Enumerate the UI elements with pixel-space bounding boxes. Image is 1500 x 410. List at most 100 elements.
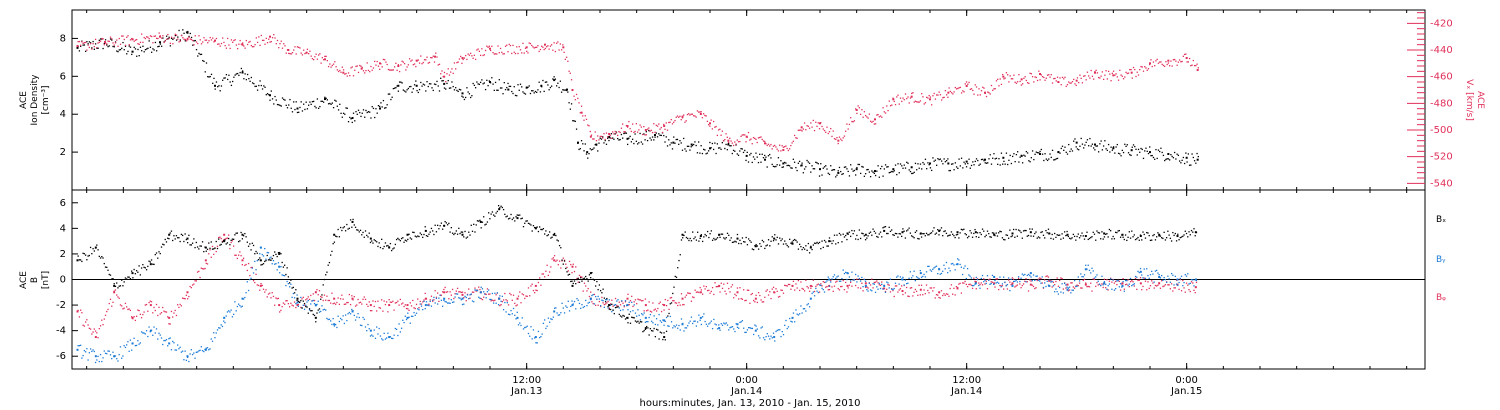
by-sample — [581, 303, 583, 306]
bx-sample — [362, 231, 364, 234]
bx-sample — [662, 338, 664, 341]
density-sample — [83, 44, 86, 46]
bx-sample — [924, 235, 926, 237]
velocity-sample — [1136, 71, 1138, 73]
by-sample — [923, 273, 925, 276]
bz-sample — [913, 291, 915, 294]
velocity-sample — [546, 46, 548, 48]
bx-sample — [835, 243, 837, 245]
density-sample — [979, 163, 981, 165]
bx-sample — [1123, 238, 1125, 241]
bx-sample — [78, 259, 81, 261]
bz-sample — [1151, 280, 1153, 282]
velocity-sample — [1150, 59, 1152, 61]
bz-sample — [133, 316, 135, 318]
by-sample — [905, 282, 908, 285]
bx-sample — [853, 230, 856, 232]
velocity-sample — [122, 35, 124, 37]
by-sample — [1012, 280, 1015, 283]
bx-sample — [577, 277, 579, 279]
bx-sample — [1173, 234, 1175, 237]
density-sample — [553, 76, 555, 78]
by-sample — [165, 339, 168, 341]
velocity-sample — [77, 40, 79, 43]
density-sample — [212, 82, 214, 84]
velocity-sample — [745, 141, 747, 143]
by-sample — [827, 276, 829, 278]
velocity-sample — [1142, 70, 1145, 72]
by-sample — [497, 304, 500, 306]
bx-sample — [423, 233, 425, 236]
velocity-sample — [873, 123, 876, 125]
density-sample — [552, 78, 554, 80]
density-sample — [331, 102, 333, 104]
bz-point-7 — [204, 259, 207, 262]
bx-sample — [599, 290, 602, 292]
bz-sample — [430, 295, 433, 297]
velocity-sample — [565, 56, 568, 58]
by-sample — [250, 277, 252, 279]
velocity-sample — [200, 43, 203, 45]
bx-sample — [831, 242, 833, 245]
density-sample — [608, 139, 610, 142]
density-sample — [555, 85, 558, 87]
bx-sample — [608, 308, 610, 310]
by-sample — [770, 335, 772, 337]
velocity-sample — [228, 44, 230, 46]
by-sample — [522, 328, 525, 330]
density-sample — [1008, 159, 1010, 161]
by-sample — [573, 300, 576, 303]
bx-sample — [132, 277, 134, 279]
bz-sample — [371, 310, 373, 312]
bx-sample — [485, 223, 487, 225]
bx-sample — [881, 236, 883, 238]
bx-sample — [417, 235, 419, 237]
velocity-sample — [456, 61, 458, 64]
bz-sample — [1068, 289, 1071, 291]
velocity-sample — [538, 50, 540, 53]
velocity-sample — [658, 123, 660, 125]
density-sample — [1010, 162, 1013, 165]
velocity-sample — [613, 133, 615, 135]
bz-sample — [228, 234, 230, 236]
by-sample — [519, 322, 521, 324]
velocity-sample — [1056, 76, 1059, 78]
density-point-26 — [626, 137, 629, 140]
density-sample — [948, 169, 950, 172]
density-sample — [780, 160, 782, 162]
bx-sample — [659, 331, 661, 333]
by-sample — [450, 299, 452, 301]
velocity-sample — [1164, 65, 1166, 68]
bx-sample — [532, 225, 535, 227]
by-sample — [234, 301, 236, 303]
by-sample — [507, 313, 510, 315]
velocity-sample — [821, 125, 823, 128]
density-sample — [689, 149, 691, 151]
bx-sample — [200, 245, 202, 247]
velocity-sample — [947, 96, 949, 98]
by-sample — [652, 322, 654, 324]
by-sample — [91, 350, 93, 353]
bz-point-55 — [1084, 283, 1087, 286]
density-sample — [932, 157, 934, 159]
bx-sample — [466, 236, 469, 238]
density-sample — [301, 110, 304, 112]
density-sample — [856, 166, 858, 169]
density-sample — [833, 169, 836, 171]
bx-sample — [750, 241, 752, 243]
density-sample — [461, 95, 463, 97]
by-sample — [801, 312, 803, 314]
velocity-sample — [123, 38, 125, 41]
density-sample — [975, 158, 978, 160]
bx-sample — [578, 281, 581, 283]
bx-sample — [1193, 228, 1195, 230]
bx-sample — [1065, 234, 1067, 237]
by-sample — [244, 296, 246, 299]
bz-sample — [193, 283, 195, 285]
bz-sample — [150, 301, 153, 303]
bx-point-39 — [791, 242, 794, 245]
bz-sample — [832, 290, 834, 292]
density-tick-label-1: 4 — [60, 109, 66, 120]
by-sample — [1179, 277, 1181, 280]
bz-sample — [471, 291, 474, 293]
